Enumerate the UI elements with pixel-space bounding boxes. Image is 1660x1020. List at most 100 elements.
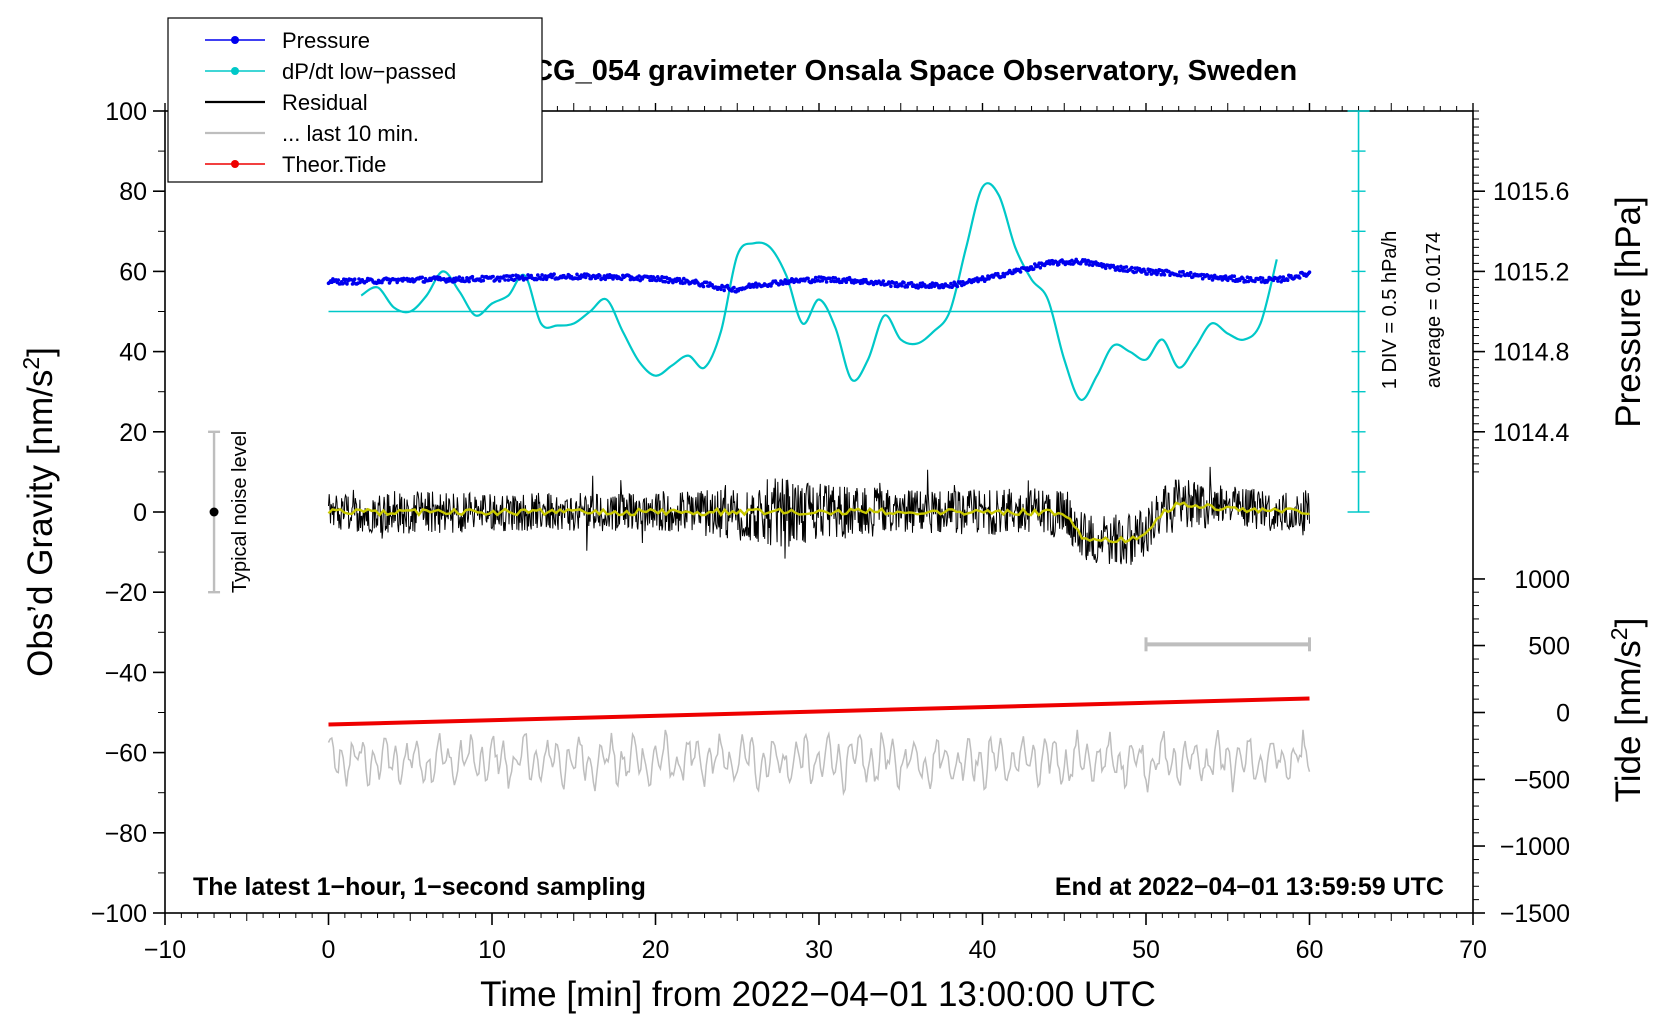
pressure-point: [1031, 267, 1036, 271]
tide-axis-title-sup: 2: [1606, 627, 1632, 640]
y-tick-label: −100: [91, 900, 147, 928]
legend-label: Pressure: [282, 28, 370, 53]
pressure-point: [747, 282, 751, 287]
y-tick-label: −40: [105, 659, 147, 687]
pressure-point: [932, 284, 937, 289]
legend-items: Pressure dP/dt low−passed Residual ... last…: [205, 28, 456, 177]
pressure-tick-label: 1014.8: [1493, 339, 1569, 367]
pressure-point: [1130, 265, 1134, 270]
pressure-point: [1087, 263, 1092, 267]
pressure-point: [894, 281, 899, 285]
x-axis: −10 0 10 20 30 40 50 60 70: [144, 103, 1487, 964]
pressure-point: [820, 278, 825, 283]
x-tick-label: 60: [1296, 936, 1324, 964]
pressure-point: [844, 280, 849, 285]
pressure-point: [881, 279, 886, 283]
x-tick-label: 20: [642, 936, 670, 964]
residual-series: [327, 466, 1310, 565]
y-tick-label: 40: [119, 339, 147, 367]
dpdt-series: [360, 182, 1278, 401]
pressure-point: [1260, 276, 1265, 281]
pressure-point: [1307, 270, 1312, 275]
pressure-tick-label: 1014.4: [1493, 419, 1570, 447]
pressure-point: [828, 276, 832, 281]
pressure-point: [1188, 270, 1193, 275]
pressure-point: [719, 287, 723, 292]
pressure-point: [336, 278, 341, 282]
pressure-tick-label: 1015.2: [1493, 258, 1569, 286]
x-tick-label: 40: [969, 936, 997, 964]
tide-tick-label: −1500: [1500, 900, 1570, 928]
pressure-point: [730, 289, 734, 293]
pressure-point: [552, 272, 556, 276]
pressure-point: [1156, 270, 1160, 275]
legend-swatch-dot: [231, 160, 239, 168]
pressure-point: [840, 280, 844, 285]
pressure-point: [1070, 258, 1074, 263]
pressure-point: [497, 279, 502, 283]
pressure-point: [813, 275, 818, 280]
pressure-point: [824, 280, 829, 284]
pressure-point: [1276, 279, 1280, 283]
y-tick-label: 0: [133, 499, 147, 527]
pressure-point: [833, 276, 838, 280]
noise-bar: [208, 430, 221, 594]
pressure-point: [1115, 265, 1120, 269]
pressure-point: [410, 277, 415, 281]
pressure-point: [889, 284, 893, 289]
pressure-point: [1103, 266, 1108, 271]
dpdt-average-label: average = 0.0174: [1423, 232, 1445, 388]
pressure-point: [1297, 276, 1302, 280]
legend-label: Theor.Tide: [282, 152, 386, 177]
pressure-point: [510, 273, 515, 278]
last10-line: [327, 729, 1311, 797]
dpdt-scale-label: 1 DIV = 0.5 hPa/h: [1379, 231, 1401, 389]
pressure-point: [1179, 274, 1183, 278]
last10-range-bar: [1144, 637, 1311, 652]
pressure-point: [352, 277, 357, 282]
pressure-point: [1162, 273, 1167, 277]
x-axis-title: Time [min] from 2022−04−01 13:00:00 UTC: [480, 975, 1156, 1014]
pressure-point: [1253, 279, 1257, 284]
pressure-point: [701, 284, 706, 289]
pressure-point: [345, 282, 349, 286]
pressure-point: [900, 284, 904, 288]
pressure-point: [1145, 272, 1149, 276]
pressure-point: [1181, 269, 1185, 274]
y-axis-title: Obs’d Gravity [nm/s2]: [18, 347, 60, 677]
last10-series: [327, 729, 1311, 797]
y-axis-title-main: Obs’d Gravity [nm/s: [21, 370, 60, 677]
pressure-point: [909, 281, 914, 285]
legend-label: Residual: [282, 90, 368, 115]
pressure-point: [704, 280, 709, 285]
pressure-point: [1018, 270, 1023, 274]
tide-axis: 1000 500 0 −500 −1000 −1500: [1473, 566, 1570, 928]
pressure-point: [1278, 275, 1282, 279]
pressure-point: [836, 277, 841, 282]
tide-tick-label: 500: [1528, 633, 1570, 661]
pressure-point: [536, 273, 540, 277]
pressure-point: [769, 284, 773, 288]
y-tick-label: −20: [105, 579, 147, 607]
tide-line: [328, 696, 1310, 727]
bottom-right-annotation: End at 2022−04−01 13:59:59 UTC: [1055, 873, 1444, 901]
tide-tick-label: −1000: [1500, 833, 1570, 861]
x-tick-label: 50: [1132, 936, 1160, 964]
pressure-point: [520, 274, 525, 278]
pressure-point: [1232, 274, 1237, 279]
pressure-point: [467, 279, 471, 284]
pressure-point: [722, 288, 726, 293]
pressure-point: [529, 273, 533, 278]
pressure-point: [929, 285, 934, 289]
pressure-point: [1124, 265, 1129, 269]
pressure-point: [1281, 275, 1286, 279]
pressure-point: [677, 277, 682, 281]
pressure-point: [540, 273, 544, 277]
pressure-point: [650, 278, 654, 283]
pressure-point: [732, 285, 736, 290]
pressure-point: [506, 278, 511, 282]
pressure-point: [491, 274, 495, 279]
residual-line: [328, 466, 1310, 565]
dpdt-line: [360, 182, 1278, 401]
